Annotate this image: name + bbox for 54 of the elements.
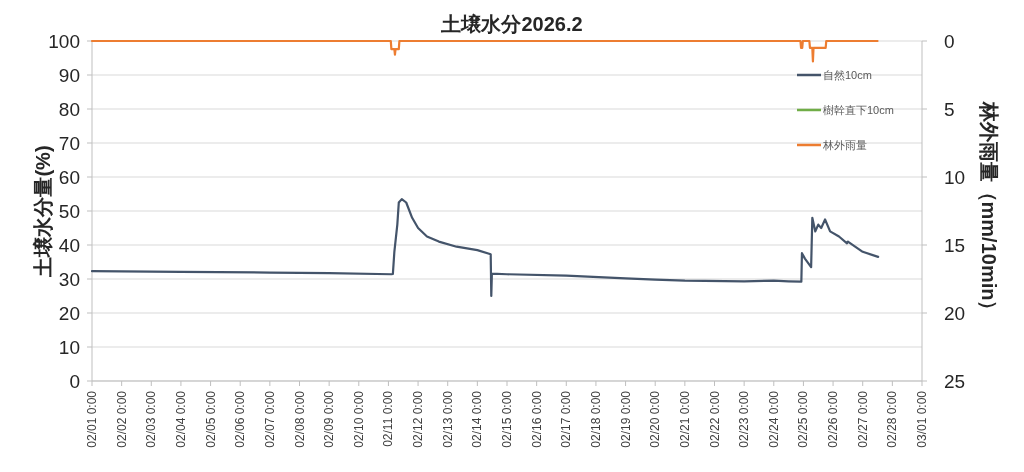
- y-tick-label: 10: [58, 337, 80, 358]
- x-tick-label: 02/15 0:00: [500, 390, 514, 448]
- x-tick-label: 02/06 0:00: [233, 390, 248, 448]
- line-series: [90, 39, 879, 63]
- x-tick-label: 02/24 0:00: [766, 390, 781, 448]
- chart-title: 土壌水分2026.2: [440, 13, 583, 35]
- x-tick-label: 02/04 0:00: [173, 390, 188, 448]
- y2-tick-label: 20: [944, 303, 966, 324]
- x-tick-label: 02/16 0:00: [529, 390, 544, 448]
- y-tick-label: 70: [58, 133, 80, 154]
- y-tick-label: 100: [48, 31, 80, 52]
- x-tick-label: 02/20 0:00: [648, 390, 663, 448]
- legend-label: 林外雨量: [822, 139, 867, 151]
- x-tick-label: 03/01 0:00: [915, 390, 929, 448]
- legend-label: 自然10cm: [823, 69, 872, 81]
- y-tick-label: 90: [58, 65, 80, 86]
- y-tick-label: 50: [58, 201, 80, 222]
- x-tick-label: 02/12 0:00: [411, 390, 426, 448]
- x-tick-label: 02/02 0:00: [114, 390, 129, 448]
- x-tick-label: 02/23 0:00: [737, 390, 752, 448]
- x-tick-label: 02/26 0:00: [826, 390, 841, 448]
- y2-tick-label: 25: [944, 371, 966, 392]
- x-tick-label: 02/14 0:00: [470, 390, 485, 448]
- x-tick-label: 02/10 0:00: [351, 390, 366, 448]
- x-tick-label: 02/11 0:00: [381, 390, 396, 447]
- x-tick-label: 02/09 0:00: [322, 390, 337, 448]
- x-tick-label: 02/22 0:00: [707, 390, 722, 448]
- x-tick-label: 02/27 0:00: [855, 390, 870, 448]
- x-tick-label: 02/17 0:00: [559, 390, 574, 448]
- x-tick-label: 02/19 0:00: [618, 390, 633, 448]
- y2-tick-label: 5: [944, 99, 955, 120]
- x-tick-label: 02/13 0:00: [440, 390, 455, 448]
- x-tick-label: 02/05 0:00: [203, 390, 218, 448]
- y-tick-label: 40: [58, 235, 80, 256]
- line-series: [90, 198, 880, 298]
- x-tick-label: 02/21 0:00: [677, 390, 692, 448]
- x-tick-label: 02/07 0:00: [262, 390, 277, 448]
- x-tick-label: 02/18 0:00: [588, 390, 603, 448]
- y2-tick-label: 0: [944, 31, 955, 52]
- legend-label: 樹幹直下10cm: [823, 104, 894, 116]
- y-tick-label: 30: [58, 269, 80, 290]
- y2-tick-label: 10: [944, 167, 966, 188]
- y-tick-label: 20: [58, 303, 80, 324]
- x-tick-label: 02/01 0:00: [85, 390, 99, 448]
- y-tick-label: 80: [58, 99, 80, 120]
- x-tick-label: 02/25 0:00: [796, 390, 811, 448]
- y-tick-label: 60: [58, 167, 80, 188]
- x-tick-label: 02/03 0:00: [144, 390, 159, 448]
- y2-axis-title: 林外雨量（mm/10min）: [978, 100, 1000, 321]
- y-tick-label: 0: [69, 371, 80, 392]
- x-tick-label: 02/08 0:00: [292, 390, 307, 448]
- x-tick-label: 02/28 0:00: [885, 390, 900, 448]
- y2-tick-label: 15: [944, 235, 966, 256]
- y-axis-title: 土壌水分量(%): [32, 145, 54, 278]
